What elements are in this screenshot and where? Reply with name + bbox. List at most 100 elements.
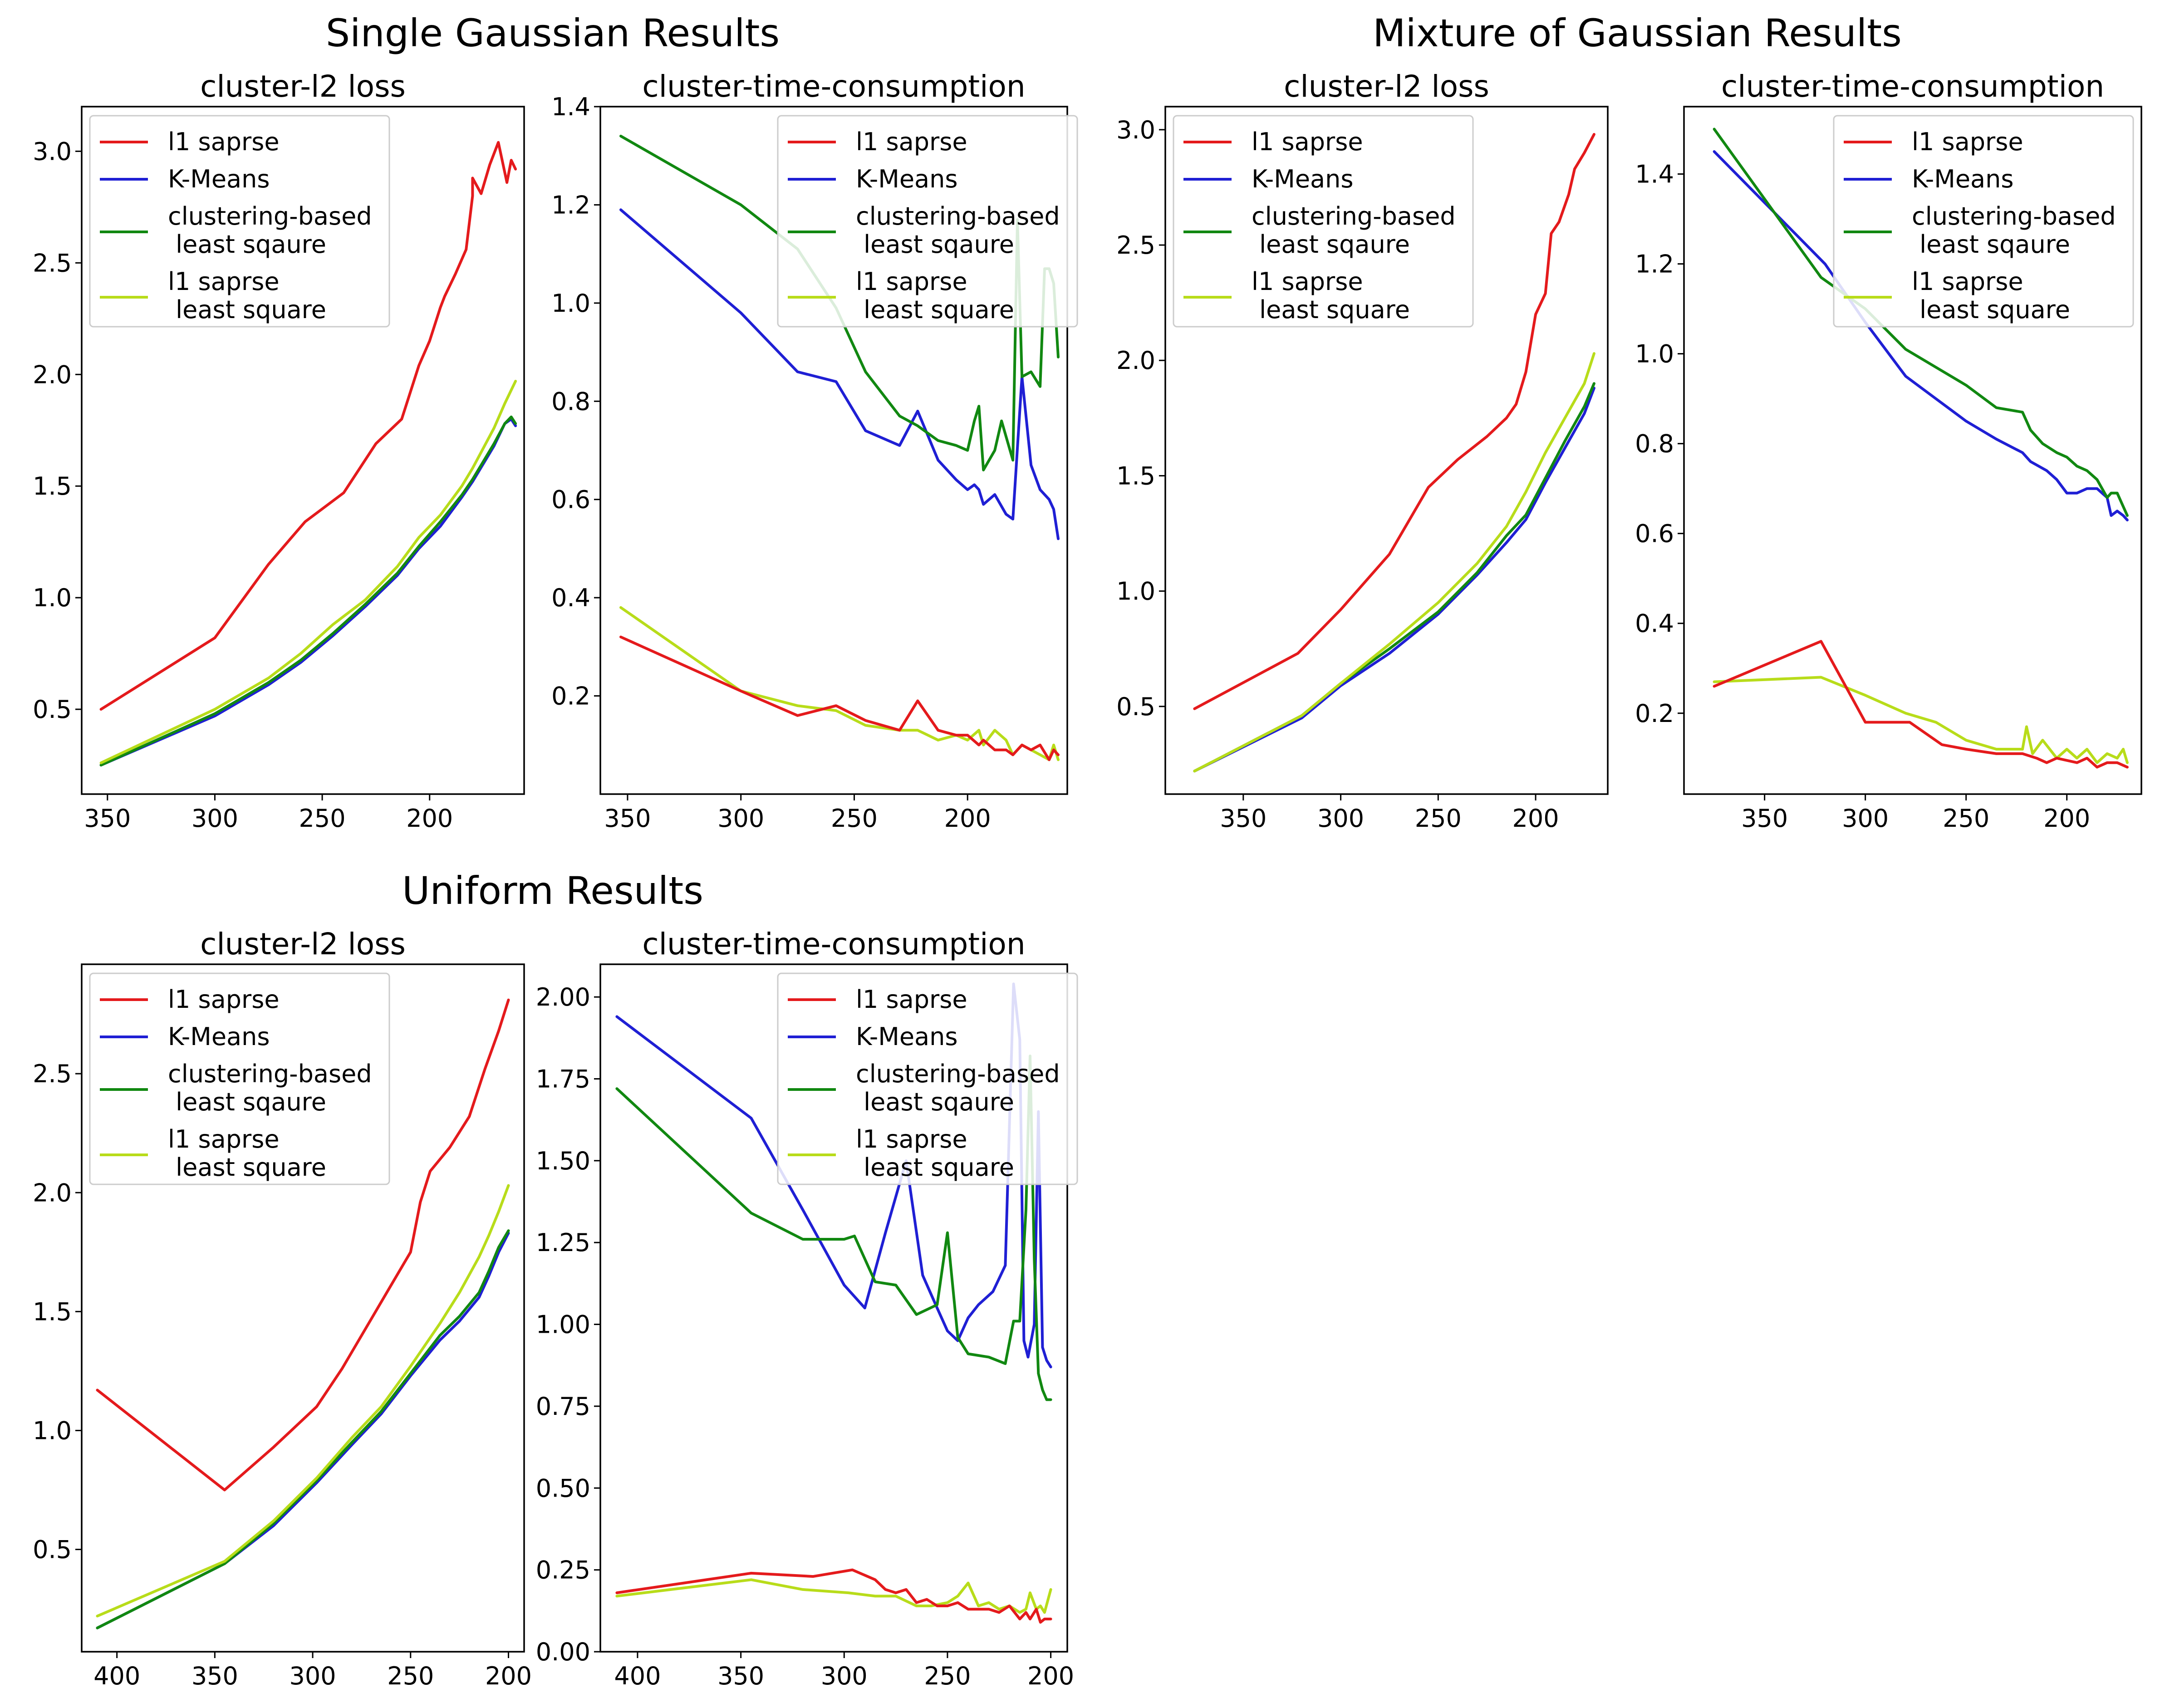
y-tick-label: 1.5 (33, 1297, 72, 1326)
chart-panel-0: cluster-l2 loss 350 300 250 200 0.5 1.0 1.5 2.0 2… (33, 69, 525, 833)
legend-label: clustering-based least sqaure (1912, 202, 2116, 259)
y-tick-label: 1.5 (1116, 461, 1155, 490)
legend-box (89, 972, 390, 1185)
legend-label: l1 saprse (1252, 128, 1363, 156)
y-tick-label: 2.5 (33, 1060, 72, 1088)
x-tick-label: 350 (604, 804, 651, 833)
y-tick-label: 3.0 (33, 137, 72, 166)
legend-label: l1 saprse least square (1252, 267, 1410, 324)
series-line-3 (1193, 352, 1595, 773)
series-line-2 (1713, 128, 2129, 517)
x-tick-label: 400 (614, 1662, 661, 1690)
y-tick-label: 0.6 (551, 486, 590, 514)
y-tick-label: 2.0 (33, 360, 72, 389)
series-line-0 (1193, 133, 1595, 710)
y-tick-label: 2.00 (536, 983, 590, 1011)
series-line-0 (619, 635, 1060, 761)
legend-box (1833, 115, 2134, 328)
panels-container: cluster-l2 loss 350 300 250 200 0.5 1.0 1.5 2.0 2… (33, 69, 2142, 1690)
y-tick-label: 2.5 (33, 249, 72, 277)
x-tick-label: 200 (1027, 1662, 1074, 1690)
legend-label: clustering-based least sqaure (168, 202, 372, 259)
y-tick-label: 1.4 (1635, 160, 1674, 189)
y-tick-label: 1.0 (33, 584, 72, 612)
y-tick-label: 0.5 (1116, 692, 1155, 721)
series-line-1 (1713, 150, 2129, 521)
series-line-3 (96, 1184, 510, 1618)
legend-label: K-Means (1912, 165, 2014, 193)
legend-label: clustering-based least sqaure (168, 1060, 372, 1116)
legend-box (89, 115, 390, 328)
panel-title: cluster-time-consumption (642, 927, 1025, 962)
x-tick-label: 250 (299, 804, 346, 833)
x-tick-label: 200 (2043, 804, 2090, 833)
legend-box (777, 972, 1078, 1185)
x-tick-label: 200 (485, 1662, 532, 1690)
legend-label: K-Means (1252, 165, 1354, 193)
y-tick-label: 1.0 (1635, 340, 1674, 368)
series-line-3 (99, 380, 517, 765)
x-tick-label: 350 (717, 1662, 764, 1690)
series-line-0 (99, 141, 517, 711)
legend: l1 saprse K-Means clustering-based least s… (89, 115, 390, 328)
legend: l1 saprse K-Means clustering-based least s… (1173, 115, 1474, 328)
legend-label: l1 saprse least square (168, 267, 326, 324)
legend: l1 saprse K-Means clustering-based least s… (89, 972, 390, 1185)
x-tick-label: 350 (84, 804, 131, 833)
x-tick-label: 200 (944, 804, 991, 833)
series-line-2 (619, 134, 1060, 471)
series-line-0 (1713, 640, 2129, 769)
y-tick-label: 2.5 (1116, 231, 1155, 260)
y-tick-label: 0.00 (536, 1638, 590, 1666)
legend-label: clustering-based least sqaure (1252, 202, 1456, 259)
series-line-2 (615, 1055, 1052, 1401)
series-line-1 (619, 208, 1060, 540)
x-tick-label: 300 (1842, 804, 1889, 833)
x-tick-label: 350 (191, 1662, 238, 1690)
panel-title: cluster-l2 loss (200, 69, 406, 104)
y-tick-label: 1.50 (536, 1147, 590, 1175)
legend-label: K-Means (856, 1022, 958, 1051)
y-tick-label: 1.0 (33, 1416, 72, 1445)
legend-label: l1 saprse (168, 985, 280, 1014)
chart-panel-3: cluster-time-consumption 350 300 250 200 0.2 0… (1635, 69, 2142, 833)
x-tick-label: 250 (1415, 804, 1462, 833)
legend-label: l1 saprse (856, 128, 967, 156)
x-tick-label: 300 (821, 1662, 868, 1690)
y-tick-label: 1.25 (536, 1228, 590, 1257)
y-tick-label: 0.2 (1635, 699, 1674, 728)
legend-label: l1 saprse (856, 985, 967, 1014)
panel-title: cluster-l2 loss (1284, 69, 1489, 104)
legend-label: clustering-based least sqaure (856, 1060, 1060, 1116)
y-tick-label: 1.2 (1635, 250, 1674, 279)
chart-panel-2: cluster-l2 loss 350 300 250 200 0.5 1.0 1.5 2.0 2… (1116, 69, 1609, 833)
chart-panel-5: cluster-time-consumption 400 350 300 250 200 0… (536, 927, 1078, 1690)
legend-label: l1 saprse least square (1912, 267, 2070, 324)
legend: l1 saprse K-Means clustering-based least s… (777, 972, 1078, 1185)
y-tick-label: 0.6 (1635, 520, 1674, 548)
x-tick-label: 300 (290, 1662, 336, 1690)
y-tick-label: 0.25 (536, 1556, 590, 1585)
x-tick-label: 250 (387, 1662, 434, 1690)
legend: l1 saprse K-Means clustering-based least s… (777, 115, 1078, 328)
y-tick-label: 0.8 (1635, 430, 1674, 458)
x-tick-label: 300 (717, 804, 764, 833)
legend-label: l1 saprse least square (856, 267, 1014, 324)
legend: l1 saprse K-Means clustering-based least s… (1833, 115, 2134, 328)
y-tick-label: 1.0 (1116, 577, 1155, 606)
y-tick-label: 0.5 (33, 695, 72, 724)
x-tick-label: 400 (93, 1662, 140, 1690)
y-tick-label: 0.75 (536, 1392, 590, 1421)
y-tick-label: 1.5 (33, 472, 72, 501)
x-tick-label: 250 (1943, 804, 1989, 833)
y-tick-label: 1.00 (536, 1310, 590, 1339)
y-tick-label: 1.75 (536, 1065, 590, 1094)
x-tick-label: 350 (1741, 804, 1788, 833)
series-line-0 (96, 998, 510, 1492)
legend-label: clustering-based least sqaure (856, 202, 1060, 259)
y-tick-label: 0.50 (536, 1474, 590, 1502)
y-tick-label: 0.2 (551, 682, 590, 711)
series-line-1 (1193, 387, 1595, 773)
x-tick-label: 200 (1512, 804, 1559, 833)
